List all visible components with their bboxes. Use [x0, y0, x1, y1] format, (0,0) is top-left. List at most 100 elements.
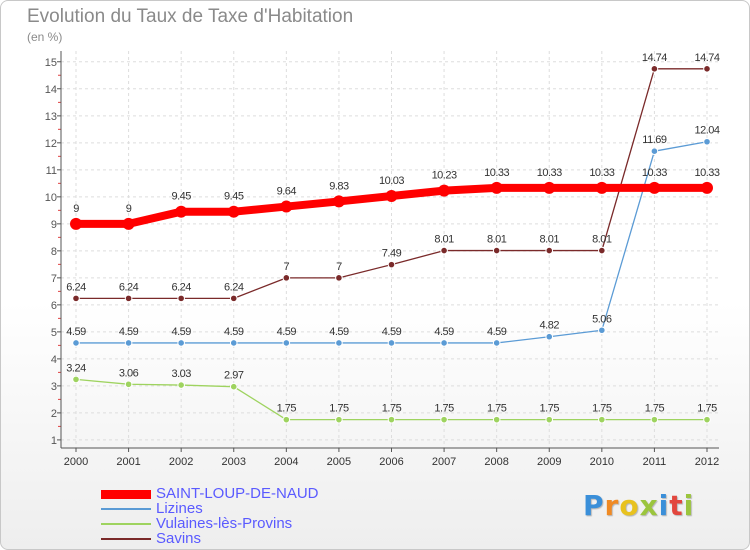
data-label: 9.45 [171, 191, 191, 203]
legend-label: Lizines [156, 500, 203, 517]
data-label: 1.75 [697, 403, 717, 415]
data-point [335, 339, 343, 347]
data-label: 9 [126, 203, 132, 215]
x-tick-label: 2005 [327, 456, 351, 468]
data-label: 5.06 [592, 313, 612, 325]
data-label: 1.75 [592, 403, 612, 415]
legend-label: Savins [156, 530, 202, 547]
data-label: 8.01 [434, 234, 454, 246]
logo-letter: t [669, 489, 684, 522]
data-point [282, 339, 291, 347]
data-point [598, 326, 606, 335]
data-label: 8.01 [592, 234, 612, 246]
y-tick-label: 14 [45, 84, 57, 96]
x-tick-label: 2002 [169, 456, 193, 468]
data-point [650, 147, 659, 155]
data-label: 10.03 [379, 175, 404, 187]
data-point [335, 415, 343, 424]
data-label: 7.49 [382, 248, 402, 260]
data-label: 6.24 [224, 281, 244, 293]
y-tick-label: 12 [45, 138, 57, 150]
data-point [229, 294, 238, 303]
logo-letter: i [658, 489, 670, 522]
data-label: 4.59 [434, 326, 454, 338]
data-label: 7 [284, 261, 290, 273]
data-point [177, 381, 185, 389]
y-tick-label: 5 [51, 327, 57, 339]
y-tick-label: 11 [46, 165, 57, 177]
legend-swatch [101, 538, 151, 540]
data-point [701, 181, 713, 194]
data-label: 12.04 [694, 125, 719, 137]
y-tick-label: 7 [51, 273, 57, 285]
data-label: 3.24 [66, 362, 86, 374]
data-label: 1.75 [277, 403, 297, 415]
data-labels: 9 9 9.45 9.45 9.64 9.83 10.03 10.23 10.33 10.33 10… [66, 52, 720, 415]
legend-swatch [101, 523, 151, 525]
series-group [70, 65, 713, 424]
data-point [703, 65, 711, 73]
data-point [72, 339, 80, 347]
data-label: 4.59 [487, 326, 507, 338]
data-point [332, 195, 345, 208]
data-label: 1.75 [382, 403, 402, 415]
legend-label: Vulaines-lès-Provins [156, 515, 293, 532]
data-point [282, 274, 291, 282]
data-point [227, 205, 240, 218]
x-tick-label: 2009 [537, 456, 561, 468]
data-label: 4.59 [171, 326, 191, 338]
chart-title: Evolution du Taux de Taxe d'Habitation [27, 6, 354, 27]
data-point [648, 181, 661, 194]
data-point [598, 246, 606, 255]
data-point [650, 65, 659, 73]
data-point [124, 339, 133, 347]
data-point [440, 339, 448, 347]
x-tick-label: 2010 [590, 456, 614, 468]
data-point [335, 274, 343, 282]
x-tick-label: 2007 [432, 456, 456, 468]
data-point [440, 415, 448, 424]
data-point [545, 246, 554, 255]
x-tick-label: 2012 [695, 456, 719, 468]
data-label: 6.24 [171, 281, 191, 293]
data-label: 1.75 [329, 403, 349, 415]
data-point [598, 415, 606, 424]
legend-swatch [101, 489, 151, 499]
data-label: 4.59 [224, 326, 244, 338]
data-label: 10.33 [694, 167, 719, 179]
data-label: 9.64 [277, 186, 297, 198]
data-label: 10.33 [484, 167, 509, 179]
y-tick-label: 9 [51, 219, 57, 231]
x-tick-label: 2011 [643, 456, 667, 468]
data-point [124, 380, 133, 389]
data-label: 10.33 [537, 167, 562, 179]
data-label: 4.59 [66, 326, 86, 338]
data-point [545, 415, 554, 424]
data-label: 4.59 [329, 326, 349, 338]
x-tick-label: 2000 [64, 456, 88, 468]
data-point [385, 190, 398, 203]
legend-item: SAINT-LOUP-DE-NAUD [101, 485, 361, 502]
y-tick-label: 6 [51, 300, 57, 312]
data-label: 4.59 [382, 326, 402, 338]
y-tick-label: 15 [45, 57, 57, 69]
x-tick-label: 2008 [484, 456, 508, 468]
y-tick-label: 3 [51, 381, 57, 393]
logo-letter: P [583, 489, 605, 522]
data-point [72, 375, 80, 384]
y-tick-label: 8 [51, 246, 57, 258]
data-label: 9 [73, 203, 79, 215]
data-label: 10.33 [642, 167, 667, 179]
data-point [492, 246, 501, 255]
data-label: 11.69 [642, 134, 667, 146]
data-point [282, 415, 291, 424]
data-label: 10.23 [432, 170, 457, 182]
y-tick-label: 13 [45, 111, 57, 123]
data-point [440, 246, 448, 255]
x-tick-label: 2004 [274, 456, 298, 468]
data-label: 8.01 [540, 234, 560, 246]
data-label: 6.24 [119, 281, 139, 293]
x-tick-label: 2001 [116, 456, 140, 468]
data-point [492, 415, 501, 424]
